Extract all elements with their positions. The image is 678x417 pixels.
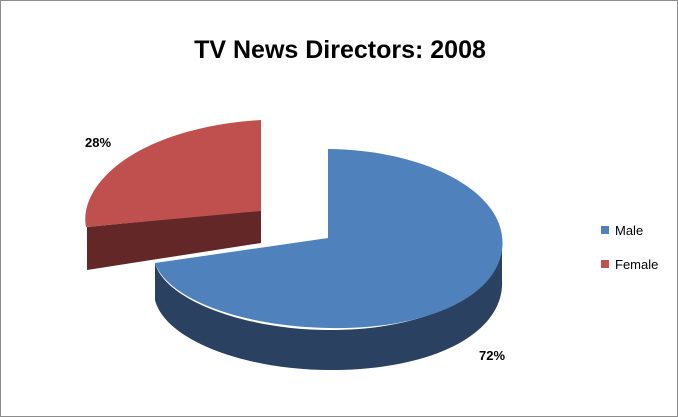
chart-title: TV News Directors: 2008	[194, 36, 486, 64]
pie-slices	[85, 120, 503, 370]
legend: Male Female	[601, 223, 658, 272]
pie-slice-male	[155, 149, 503, 329]
legend-label-female: Female	[615, 257, 658, 272]
pie-slice-female-side	[87, 210, 261, 270]
data-label-female: 28%	[85, 135, 111, 150]
pie-slice-female	[85, 120, 261, 227]
legend-swatch-female	[601, 260, 609, 268]
pie-slice-male-side	[155, 240, 503, 370]
legend-label-male: Male	[615, 223, 643, 238]
data-label-male: 72%	[479, 348, 505, 363]
legend-swatch-male	[601, 226, 609, 234]
